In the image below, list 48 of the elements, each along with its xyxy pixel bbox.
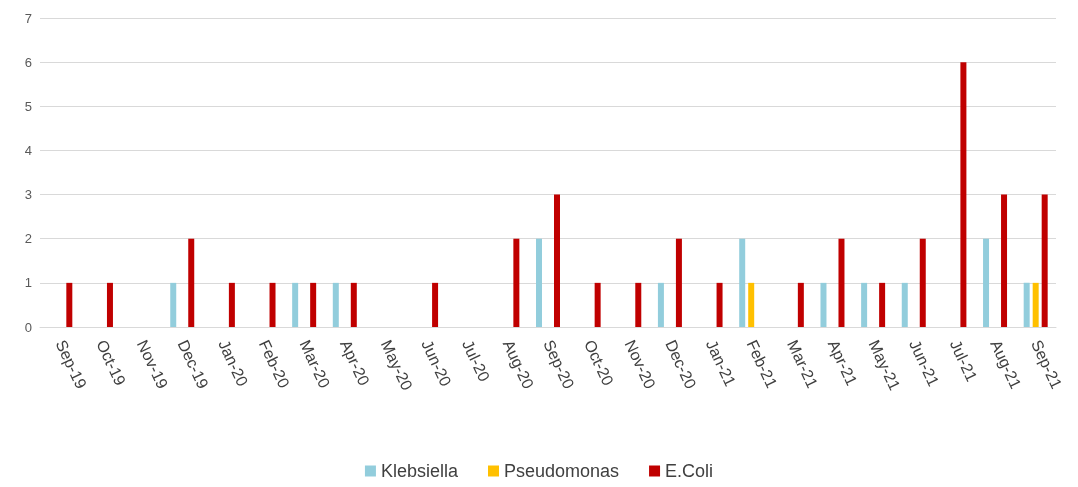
bar	[1041, 194, 1048, 327]
legend-label: E.Coli	[665, 461, 714, 481]
bar	[635, 282, 642, 327]
bar	[657, 282, 664, 327]
bar	[960, 62, 967, 327]
bar	[292, 282, 299, 327]
bar	[820, 282, 827, 327]
bar	[106, 282, 113, 327]
bar	[879, 282, 886, 327]
bar	[269, 282, 276, 327]
bar	[1032, 282, 1039, 327]
bar	[901, 282, 908, 327]
bar	[716, 282, 723, 327]
bar	[675, 238, 682, 327]
bar	[432, 282, 439, 327]
y-tick-label: 6	[24, 54, 32, 70]
bar	[983, 238, 990, 327]
legend-label: Klebsiella	[380, 461, 459, 481]
y-tick-label: 7	[24, 10, 32, 26]
bar	[513, 238, 520, 327]
y-tick-label: 0	[24, 319, 32, 335]
y-tick-label: 5	[24, 98, 32, 114]
bar	[861, 282, 868, 327]
bar	[536, 238, 542, 327]
bar	[1001, 194, 1008, 327]
bar	[228, 282, 235, 327]
bar	[554, 194, 560, 327]
bar	[332, 282, 339, 327]
bar	[310, 282, 317, 327]
bar	[188, 238, 195, 327]
bar	[594, 282, 601, 327]
bar	[919, 238, 926, 327]
y-tick-label: 1	[24, 275, 32, 291]
bar	[838, 238, 845, 327]
bar	[797, 282, 804, 327]
x-tick-label: Oct-19	[93, 337, 129, 389]
y-tick-label: 4	[24, 142, 32, 158]
bar	[739, 238, 746, 327]
bar	[350, 282, 357, 327]
bar	[170, 282, 177, 327]
y-tick-label: 2	[24, 231, 32, 247]
x-tick-label: Jul-21	[946, 337, 981, 385]
bar	[1023, 282, 1030, 327]
y-tick-label: 3	[24, 187, 32, 203]
bar	[748, 282, 755, 327]
legend-label: Pseudomonas	[503, 461, 620, 481]
x-tick-label: Jul-20	[459, 337, 493, 385]
bar	[66, 282, 73, 327]
